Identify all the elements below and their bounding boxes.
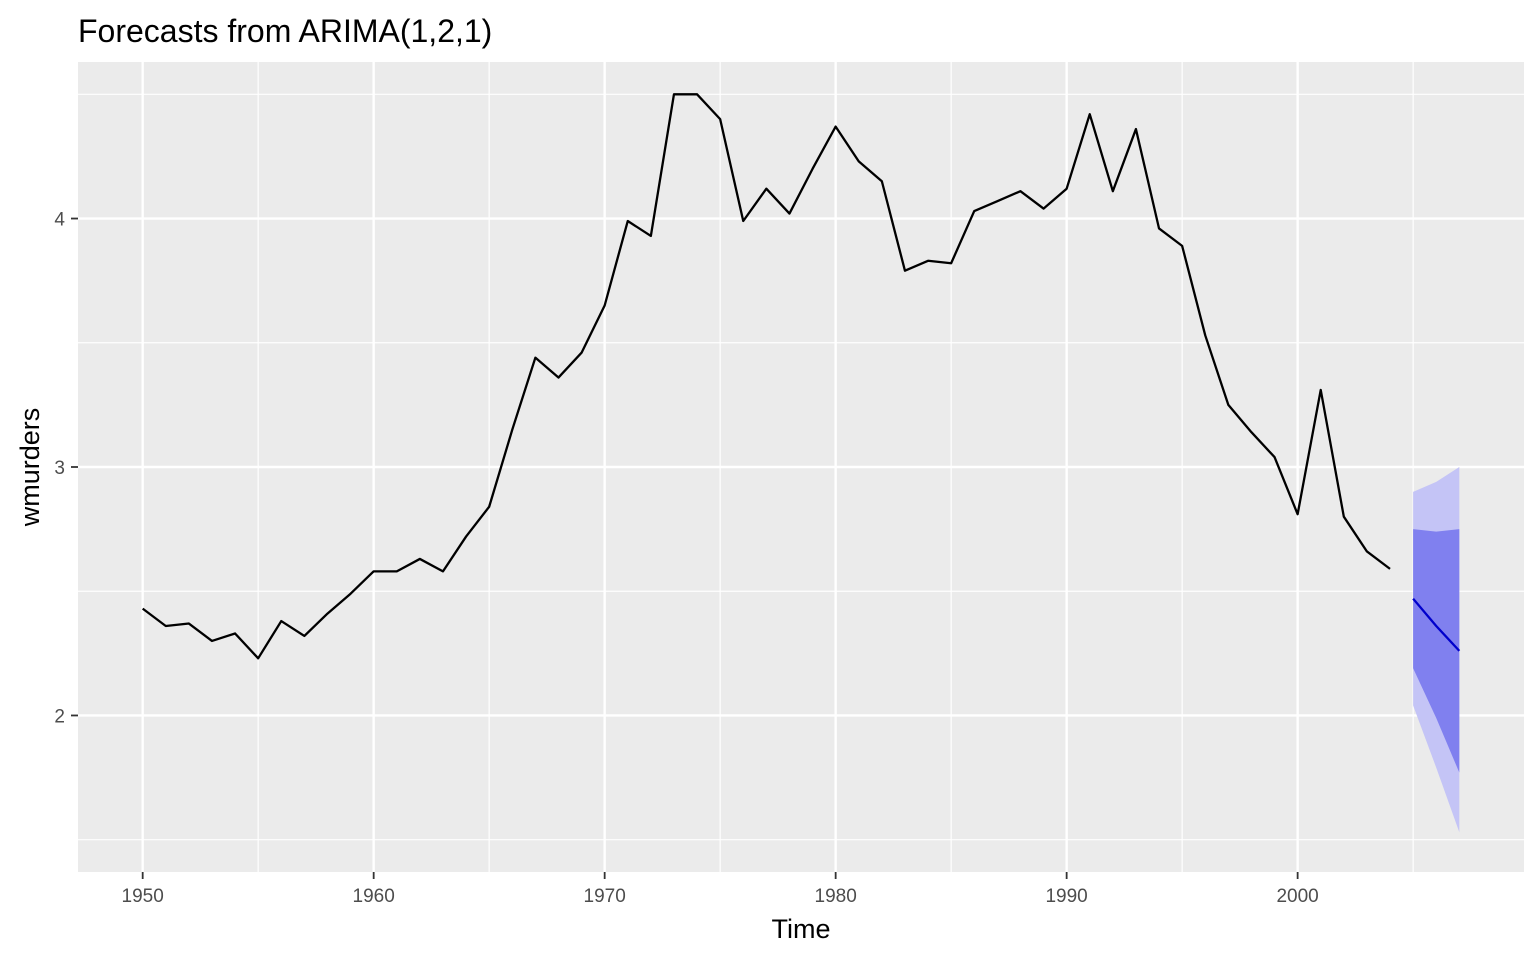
y-tick-label-4: 4	[54, 210, 65, 231]
x-tick-label-1950: 1950	[122, 886, 164, 907]
x-tick-label-1980: 1980	[815, 886, 857, 907]
x-tick-label-2000: 2000	[1276, 886, 1318, 907]
observed-line	[141, 93, 1391, 660]
x-tick-label-1960: 1960	[353, 886, 395, 907]
y-tick-label-2: 2	[54, 706, 65, 727]
x-tick-label-1970: 1970	[584, 886, 626, 907]
x-axis-ticks: 1950 1960 1970 1980 1990 2000	[122, 872, 1319, 907]
chart-title: Forecasts from ARIMA(1,2,1)	[78, 13, 492, 49]
series-lines	[141, 93, 1461, 660]
y-axis-ticks: 2 3 4	[54, 210, 78, 727]
interval-band-80	[1413, 529, 1460, 773]
forecast-line	[1412, 597, 1461, 652]
forecast-intervals	[1413, 467, 1460, 833]
grid-major	[78, 62, 1524, 872]
x-tick-label-1990: 1990	[1045, 886, 1087, 907]
y-tick-label-3: 3	[54, 458, 65, 479]
y-axis-title: wmurders	[15, 408, 45, 528]
x-axis-title: Time	[772, 914, 831, 944]
